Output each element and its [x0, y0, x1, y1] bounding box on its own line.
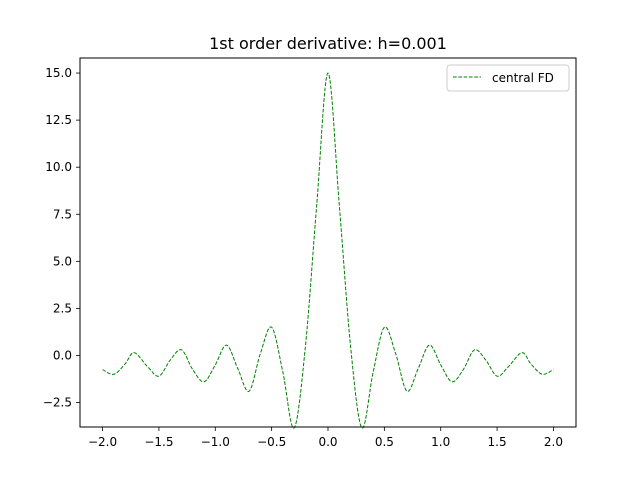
- x-tick-label: −2.0: [88, 435, 117, 449]
- series-line-central-fd: [102, 72, 554, 429]
- y-tick-label: 7.5: [53, 207, 72, 221]
- y-tick-label: −2.5: [43, 396, 72, 410]
- plot-area: [102, 72, 554, 429]
- x-tick-label: 0.0: [318, 435, 337, 449]
- chart-title: 1st order derivative: h=0.001: [209, 34, 447, 53]
- y-axis: −2.5 0.0 2.5 5.0 7.5 10.0 12.5 15.0: [43, 66, 80, 410]
- x-tick-label: 2.0: [544, 435, 563, 449]
- y-tick-label: 10.0: [45, 160, 72, 174]
- x-tick-label: 0.5: [375, 435, 394, 449]
- x-tick-label: 1.0: [431, 435, 450, 449]
- x-tick-label: 1.5: [488, 435, 507, 449]
- x-tick-label: −1.0: [201, 435, 230, 449]
- y-tick-label: 12.5: [45, 113, 72, 127]
- y-tick-label: 0.0: [53, 348, 72, 362]
- legend-label-central-fd: central FD: [492, 71, 554, 85]
- x-tick-label: −0.5: [257, 435, 286, 449]
- y-tick-label: 5.0: [53, 254, 72, 268]
- y-tick-label: 2.5: [53, 301, 72, 315]
- legend: central FD: [446, 64, 570, 92]
- x-axis: −2.0 −1.5 −1.0 −0.5 0.0 0.5 1.0 1.5 2.0: [88, 427, 563, 449]
- y-tick-label: 15.0: [45, 66, 72, 80]
- legend-box: [446, 64, 570, 92]
- x-tick-label: −1.5: [144, 435, 173, 449]
